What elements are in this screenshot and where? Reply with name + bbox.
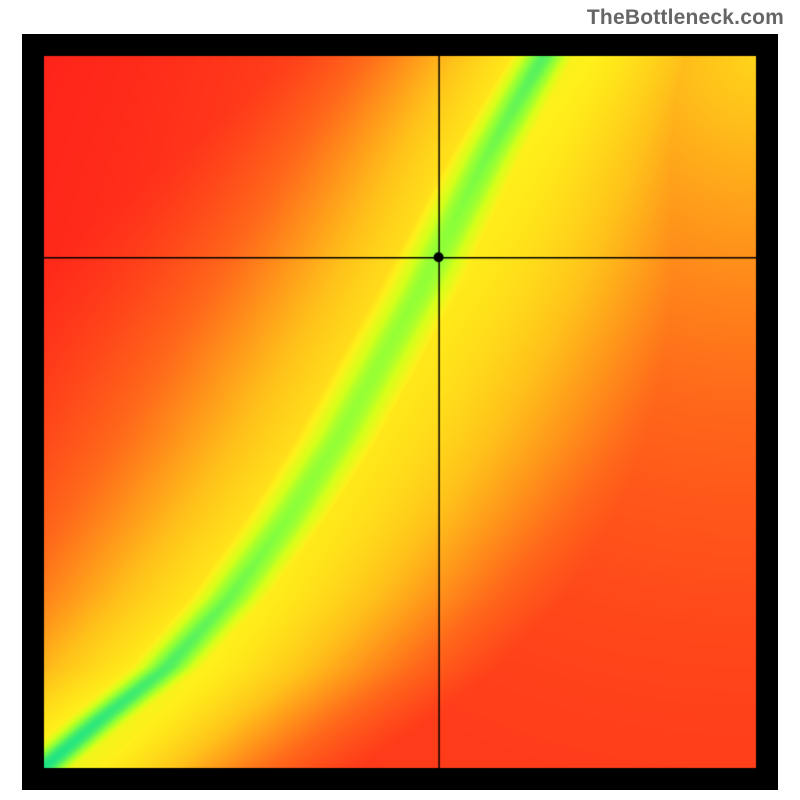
- watermark-text: TheBottleneck.com: [587, 6, 784, 30]
- chart-container: TheBottleneck.com: [0, 0, 800, 800]
- heatmap-canvas: [22, 34, 778, 790]
- plot-frame: [22, 34, 778, 790]
